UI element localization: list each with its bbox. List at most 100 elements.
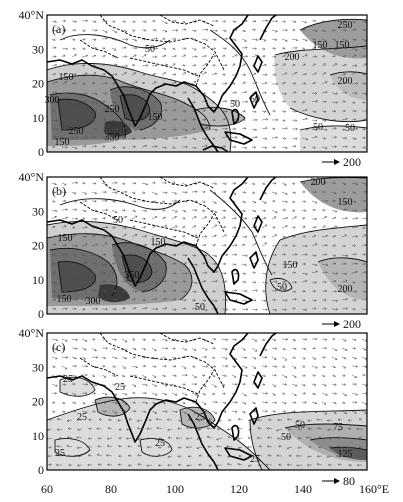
wind-vector (221, 338, 229, 341)
wind-vector (261, 347, 268, 351)
wind-vector (311, 100, 319, 103)
wind-vector (261, 146, 268, 149)
wind-vector (351, 400, 358, 404)
wind-vector (301, 146, 307, 149)
wind-vector (161, 47, 167, 50)
wind-vector (211, 290, 216, 293)
wind-vector (71, 410, 77, 413)
wind-vector (352, 109, 357, 113)
wind-vector (301, 279, 308, 283)
wind-vector (151, 28, 157, 32)
wind-vector (102, 127, 107, 131)
wind-vector (351, 382, 357, 386)
wind-vector (321, 263, 329, 267)
contour-label: 50 (195, 302, 205, 313)
wind-vector (257, 463, 263, 467)
wind-vector (261, 235, 267, 239)
wind-vector (111, 191, 118, 195)
wind-vector (221, 145, 227, 148)
wind-vector (211, 182, 218, 185)
wind-vector (271, 47, 277, 50)
wind-vector (301, 47, 306, 50)
wind-vector (101, 263, 108, 266)
contour-label: 150 (57, 294, 72, 305)
wind-vector (331, 209, 338, 213)
wind-vector (211, 64, 216, 67)
wind-vector (181, 365, 187, 369)
wind-vector (207, 445, 213, 449)
wind-vector (51, 46, 57, 50)
panel-c-coastline (46, 332, 277, 471)
contour-label: 50 (113, 215, 123, 226)
wind-vector (286, 446, 293, 450)
wind-vector (321, 72, 327, 76)
wind-vector (311, 200, 318, 204)
wind-vector (316, 454, 323, 458)
wind-vector (201, 28, 209, 32)
wind-vector (161, 37, 166, 41)
wind-vector (111, 226, 116, 230)
wind-vector (171, 374, 177, 377)
wind-vector (331, 235, 337, 238)
ref-arrow-c: 80 (322, 474, 355, 488)
wind-vector (81, 226, 88, 229)
wind-vector (261, 216, 267, 220)
wind-vector (292, 28, 296, 32)
wind-vector (171, 308, 177, 311)
wind-vector (291, 307, 296, 310)
wind-vector (111, 128, 119, 131)
wind-vector (171, 47, 176, 50)
wind-vector (331, 19, 337, 23)
wind-vector (91, 20, 97, 23)
wind-vector (311, 190, 318, 194)
wind-vector (231, 20, 237, 23)
wind-vector (241, 63, 246, 67)
wind-vector (291, 20, 297, 23)
wind-vector (117, 463, 123, 467)
wind-vector (121, 126, 128, 130)
wind-vector (111, 136, 117, 139)
wind-vector (271, 373, 277, 377)
wind-vector (261, 55, 266, 58)
wind-vector (331, 383, 337, 386)
wind-vector (331, 254, 337, 257)
wind-vector (51, 63, 58, 67)
wind-vector (141, 54, 147, 58)
wind-vector (51, 200, 56, 203)
wind-vector (251, 135, 258, 139)
wind-vector (91, 243, 99, 247)
wind-vector (297, 427, 303, 431)
wind-vector (97, 463, 103, 466)
wind-vector (281, 401, 287, 405)
wind-vector (101, 217, 107, 220)
wind-vector (91, 307, 99, 311)
wind-vector (291, 298, 297, 301)
wind-vector (291, 383, 298, 387)
wind-vector (61, 290, 68, 294)
wind-vector (151, 262, 158, 266)
wind-vector (341, 91, 348, 95)
wind-vector (101, 253, 107, 256)
wind-vector (71, 401, 77, 404)
wind-vector (271, 100, 276, 104)
wind-vector (61, 263, 68, 267)
wind-vector (101, 110, 108, 113)
wind-vector (101, 208, 109, 212)
wind-vector (316, 463, 323, 466)
wind-vector (101, 100, 106, 104)
wind-vector (321, 374, 326, 377)
wind-vector (151, 374, 157, 378)
wind-vector (241, 356, 248, 359)
wind-vector (221, 234, 227, 238)
wind-vector (271, 19, 279, 23)
wind-vector (151, 271, 158, 274)
wind-vector (161, 338, 168, 342)
wind-vector (271, 136, 279, 139)
wind-vector (91, 199, 97, 203)
wind-vector (301, 127, 309, 131)
wind-vector (241, 90, 248, 94)
wind-vector (211, 38, 217, 41)
wind-vector (322, 190, 326, 194)
wind-vector (191, 208, 198, 212)
wind-vector (132, 391, 136, 395)
